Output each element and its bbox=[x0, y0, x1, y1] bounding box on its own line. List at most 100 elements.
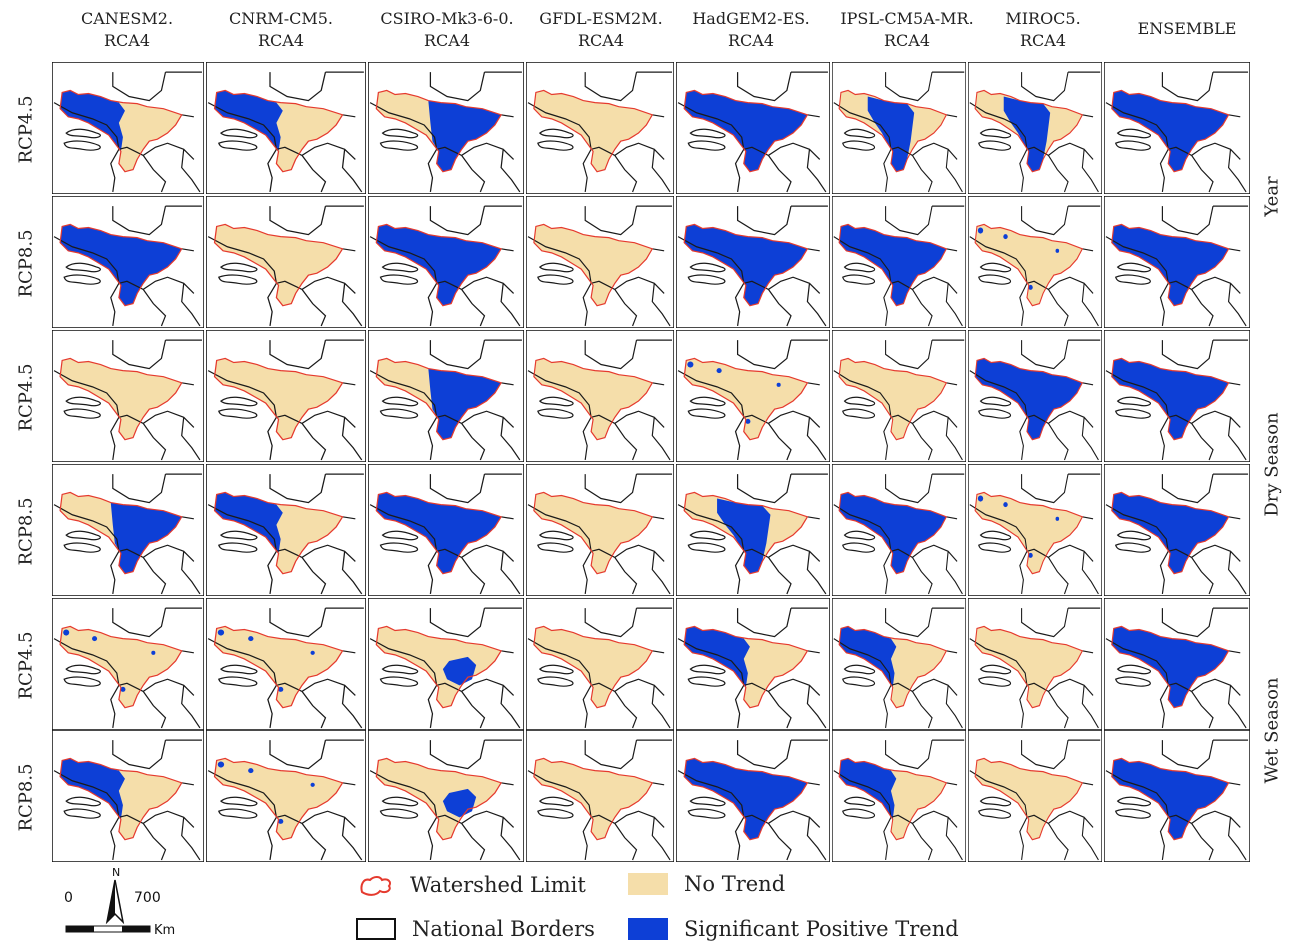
map-panel bbox=[52, 62, 204, 194]
map-panel bbox=[368, 330, 524, 462]
national-borders bbox=[1105, 339, 1249, 461]
positive-trend-area bbox=[1003, 96, 1051, 172]
national-borders bbox=[207, 473, 364, 595]
national-borders bbox=[207, 739, 364, 861]
map-panel bbox=[676, 464, 830, 596]
positive-trend-dot bbox=[248, 636, 254, 642]
national-borders bbox=[527, 607, 673, 729]
positive-trend-dot bbox=[776, 382, 781, 387]
positive-trend-dot bbox=[151, 650, 156, 655]
season-label-year: Year bbox=[1261, 175, 1283, 217]
national-borders bbox=[53, 473, 202, 595]
map-panel bbox=[832, 196, 966, 328]
national-borders bbox=[207, 71, 364, 193]
watershed-limit bbox=[59, 223, 183, 307]
scale-min: 0 bbox=[64, 890, 73, 906]
national-borders bbox=[369, 205, 522, 327]
national-borders bbox=[53, 71, 202, 193]
watershed-limit bbox=[1111, 625, 1230, 709]
map-panel bbox=[526, 196, 674, 328]
watershed-limit bbox=[683, 357, 809, 441]
watershed-limit bbox=[974, 625, 1084, 709]
map-panel bbox=[1104, 62, 1250, 194]
national-borders bbox=[833, 739, 965, 861]
watershed-limit bbox=[375, 625, 503, 709]
positive-trend-area bbox=[428, 100, 502, 172]
national-borders bbox=[969, 205, 1101, 327]
scale-bar: N 0 700 Km bbox=[60, 862, 190, 942]
national-borders bbox=[1105, 739, 1249, 861]
national-borders bbox=[53, 339, 202, 461]
no-trend-swatch bbox=[628, 873, 668, 895]
positive-trend-dot bbox=[310, 782, 315, 787]
map-panel bbox=[968, 730, 1102, 862]
positive-trend-dot bbox=[1003, 234, 1008, 240]
legend-positive-label: Significant Positive Trend bbox=[684, 917, 959, 941]
national-borders bbox=[53, 205, 202, 327]
watershed-limit bbox=[59, 757, 183, 841]
map-panel bbox=[206, 598, 366, 730]
watershed-limit bbox=[974, 89, 1084, 173]
national-borders bbox=[207, 607, 364, 729]
national-borders bbox=[207, 205, 364, 327]
watershed-limit bbox=[838, 89, 948, 173]
watershed-limit bbox=[59, 491, 183, 575]
map-panel bbox=[676, 598, 830, 730]
positive-trend-dot bbox=[278, 818, 284, 824]
row-label-1: RCP8.5 bbox=[15, 228, 37, 298]
map-panel bbox=[832, 62, 966, 194]
positive-trend-area bbox=[867, 96, 915, 172]
map-panel bbox=[368, 464, 524, 596]
map-panel bbox=[1104, 464, 1250, 596]
national-borders bbox=[527, 473, 673, 595]
watershed-limit bbox=[974, 357, 1084, 441]
watershed-limit bbox=[213, 357, 344, 441]
season-label-wet: Wet Season bbox=[1261, 676, 1283, 784]
positive-trend-swatch bbox=[628, 918, 668, 940]
positive-trend-area bbox=[214, 492, 283, 554]
positive-trend-area bbox=[60, 758, 125, 820]
positive-trend-dot bbox=[1003, 502, 1008, 508]
map-panel bbox=[1104, 598, 1250, 730]
watershed-limit bbox=[533, 757, 654, 841]
map-panel bbox=[206, 330, 366, 462]
positive-trend-dot bbox=[1028, 552, 1033, 558]
watershed-limit bbox=[59, 625, 183, 709]
map-panel bbox=[676, 196, 830, 328]
map-panel bbox=[676, 730, 830, 862]
national-borders bbox=[53, 607, 202, 729]
map-panel bbox=[526, 464, 674, 596]
national-borders bbox=[527, 739, 673, 861]
legend-borders: National Borders bbox=[356, 917, 595, 941]
map-panel bbox=[1104, 196, 1250, 328]
map-panel bbox=[968, 196, 1102, 328]
col-header-ipsl: IPSL-CM5A-MR. RCA4 bbox=[840, 9, 974, 50]
watershed-limit bbox=[375, 491, 503, 575]
col-header-gfdl: GFDL-ESM2M. RCA4 bbox=[539, 9, 663, 50]
national-borders bbox=[833, 71, 965, 193]
watershed-limit bbox=[533, 357, 654, 441]
map-panel bbox=[206, 196, 366, 328]
map-panel bbox=[52, 196, 204, 328]
national-borders bbox=[1105, 205, 1249, 327]
national-borders bbox=[677, 71, 828, 193]
positive-trend-dot bbox=[217, 629, 225, 636]
positive-trend-dot bbox=[63, 629, 70, 636]
positive-trend-area bbox=[60, 90, 125, 152]
national-borders bbox=[969, 473, 1101, 595]
national-borders bbox=[207, 339, 364, 461]
map-panel bbox=[368, 196, 524, 328]
watershed-limit bbox=[838, 625, 948, 709]
national-borders bbox=[369, 607, 522, 729]
map-panel bbox=[52, 330, 204, 462]
map-panel bbox=[206, 62, 366, 194]
map-panel bbox=[52, 464, 204, 596]
legend-positive: Significant Positive Trend bbox=[628, 917, 959, 941]
positive-trend-dot bbox=[92, 636, 98, 642]
national-borders bbox=[527, 339, 673, 461]
watershed-limit bbox=[533, 223, 654, 307]
national-borders bbox=[969, 739, 1101, 861]
watershed-limit bbox=[974, 757, 1084, 841]
national-borders bbox=[1105, 473, 1249, 595]
watershed-limit bbox=[1111, 757, 1230, 841]
